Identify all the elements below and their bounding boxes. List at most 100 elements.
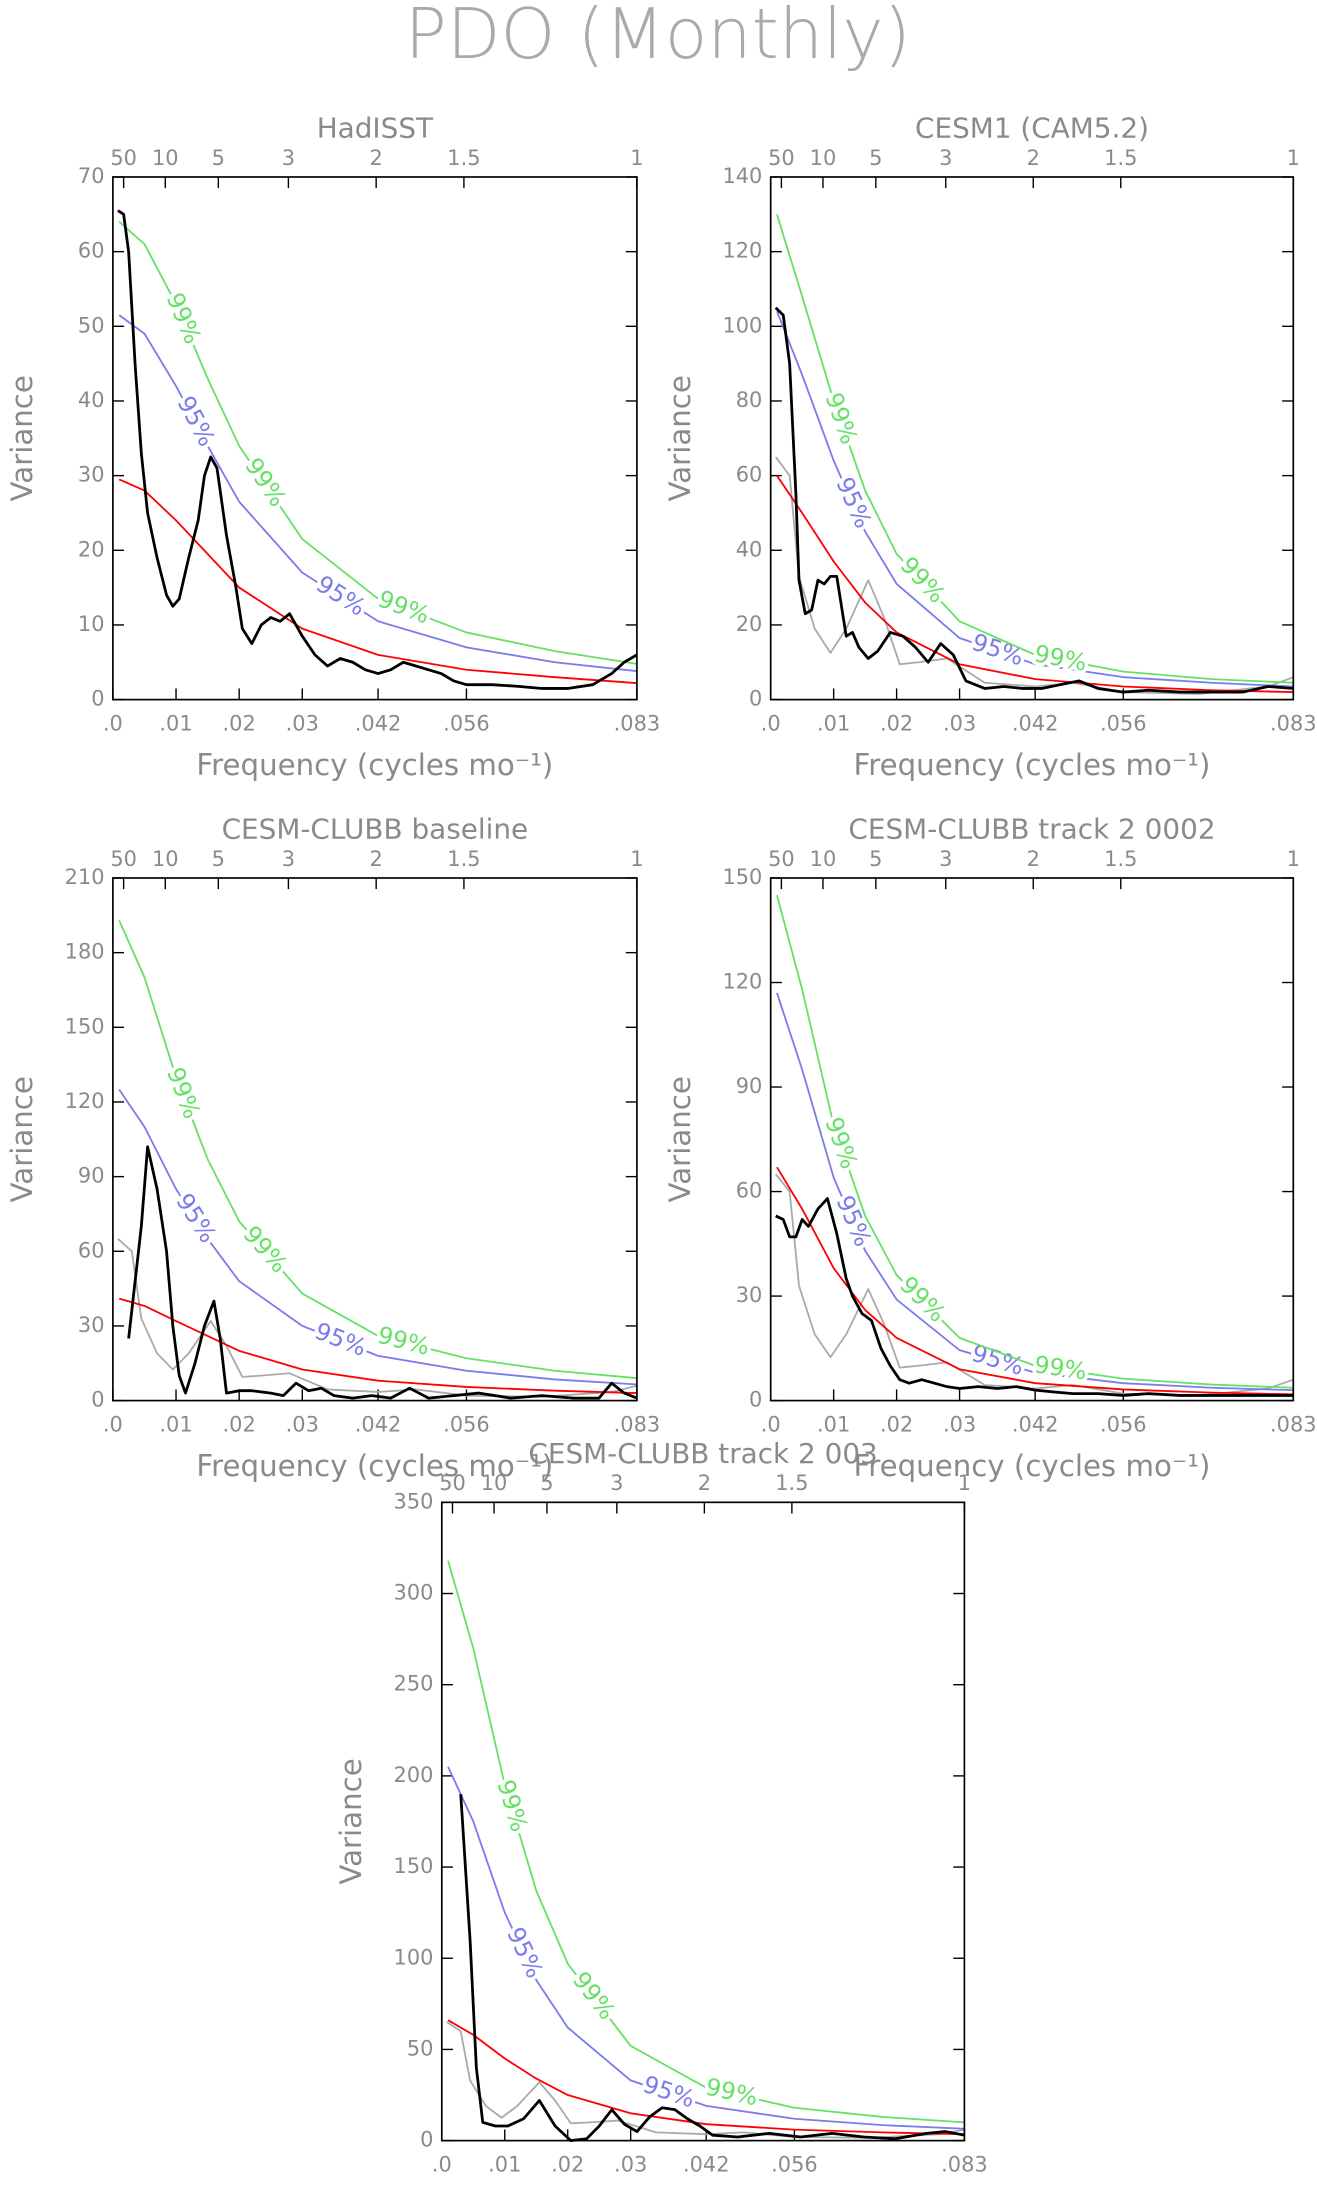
y-tick-label: 0 <box>749 1388 762 1412</box>
x-tick-label: .056 <box>1100 712 1147 736</box>
y-tick-label: 200 <box>394 1763 434 1787</box>
x-tick-label: .056 <box>771 2153 818 2177</box>
top-tick-label: 10 <box>810 146 837 170</box>
y-tick-label: 0 <box>749 687 762 711</box>
x-tick-label: .083 <box>614 1413 661 1437</box>
spectrum-line <box>118 919 637 1380</box>
significance-label: 95% <box>172 391 221 451</box>
top-tick-label: 1.5 <box>447 847 480 871</box>
x-tick-label: .083 <box>1270 1413 1317 1437</box>
x-tick-label: .03 <box>286 712 319 736</box>
significance-label: 95% <box>640 2070 699 2113</box>
panel-title: CESM-CLUBB track 2 003 <box>528 1437 877 1470</box>
x-tick-label: .02 <box>223 1413 256 1437</box>
y-tick-label: 90 <box>78 1164 105 1188</box>
y-tick-label: 50 <box>78 313 105 337</box>
plot-frame <box>440 1501 966 2142</box>
spectrum-line <box>776 214 1294 684</box>
spectrum-line <box>774 306 1294 694</box>
spectrum-line <box>776 475 1294 693</box>
y-tick-label: 120 <box>722 239 762 263</box>
x-tick-label: .03 <box>286 1413 319 1437</box>
top-tick-label: 1.5 <box>1104 847 1137 871</box>
panel-title: CESM1 (CAM5.2) <box>915 112 1149 145</box>
y-tick-label: 210 <box>65 865 105 889</box>
x-tick-label: .042 <box>355 712 402 736</box>
top-tick-label: 10 <box>152 146 179 170</box>
top-tick-label: 5 <box>212 847 225 871</box>
y-tick-label: 60 <box>78 239 105 263</box>
x-tick-label: .0 <box>432 2153 452 2177</box>
spectrum-line <box>776 1166 1294 1396</box>
top-tick-label: 2 <box>370 847 383 871</box>
spectrum-line <box>118 478 637 685</box>
significance-label: 95% <box>311 570 370 622</box>
x-tick-label: .0 <box>103 712 123 736</box>
y-tick-label: 60 <box>736 1179 763 1203</box>
top-tick-label: 1 <box>630 847 643 871</box>
y-tick-label: 20 <box>736 612 763 636</box>
x-tick-label: .02 <box>880 712 913 736</box>
spectrum-line <box>117 1238 638 1398</box>
y-tick-label: 250 <box>394 1672 434 1696</box>
spectrum-line <box>446 2021 965 2139</box>
top-tick-label: 1 <box>1287 847 1300 871</box>
significance-label: 99% <box>161 289 207 348</box>
top-tick-label: 2 <box>1027 146 1040 170</box>
spectrum-line <box>776 895 1294 1389</box>
top-tick-label: 1 <box>1287 146 1300 170</box>
plot-frame <box>769 877 1295 1402</box>
top-tick-label: 50 <box>768 146 795 170</box>
x-tick-label: .01 <box>817 712 850 736</box>
panel-title: CESM-CLUBB track 2 0002 <box>848 813 1215 846</box>
y-tick-label: 70 <box>78 164 105 188</box>
spectrum-line <box>127 1145 638 1400</box>
x-tick-label: .03 <box>614 2153 647 2177</box>
significance-label: 95% <box>311 1317 370 1362</box>
x-tick-label: .0 <box>761 1413 781 1437</box>
top-tick-label: 10 <box>152 847 179 871</box>
x-tick-label: .02 <box>880 1413 913 1437</box>
y-tick-label: 150 <box>65 1014 105 1038</box>
top-tick-label: 50 <box>110 847 137 871</box>
x-axis-label: Frequency (cycles mo⁻¹) <box>854 1449 1211 1483</box>
significance-label: 99% <box>375 1321 433 1361</box>
top-tick-label: 3 <box>939 847 952 871</box>
y-tick-label: 150 <box>722 865 762 889</box>
y-tick-label: 100 <box>722 313 762 337</box>
top-tick-label: 3 <box>282 146 295 170</box>
y-tick-label: 60 <box>78 1238 105 1262</box>
top-tick-label: 5 <box>540 1471 553 1495</box>
y-tick-label: 120 <box>65 1089 105 1113</box>
y-tick-label: 0 <box>420 2128 433 2152</box>
y-axis-label: Variance <box>334 1758 368 1884</box>
y-tick-label: 150 <box>394 1854 434 1878</box>
spectrum-line <box>775 1197 1294 1397</box>
significance-label: 95% <box>968 628 1027 672</box>
x-axis-label: Frequency (cycles mo⁻¹) <box>196 748 553 782</box>
top-tick-label: 10 <box>810 847 837 871</box>
spectrum-line <box>447 1766 965 2130</box>
y-tick-label: 180 <box>65 940 105 964</box>
top-tick-label: 50 <box>768 847 795 871</box>
y-tick-label: 30 <box>78 463 105 487</box>
x-tick-label: .0 <box>103 1413 123 1437</box>
plot-frame <box>769 176 1295 701</box>
y-axis-label: Variance <box>5 1076 39 1202</box>
spectrum-line <box>776 992 1294 1392</box>
significance-label: 99% <box>894 1271 951 1328</box>
x-tick-label: .01 <box>488 2153 521 2177</box>
x-tick-label: .0 <box>761 712 781 736</box>
x-tick-label: .083 <box>614 712 661 736</box>
spectrum-line <box>118 1089 637 1386</box>
top-tick-label: 3 <box>282 847 295 871</box>
y-tick-label: 90 <box>736 1074 763 1098</box>
y-tick-label: 300 <box>394 1581 434 1605</box>
significance-label: 99% <box>703 2073 761 2112</box>
x-axis-label: Frequency (cycles mo⁻¹) <box>196 1449 553 1483</box>
y-tick-label: 350 <box>394 1489 434 1513</box>
x-tick-label: .042 <box>683 2153 730 2177</box>
plot-frame <box>112 877 638 1402</box>
top-tick-label: 5 <box>869 146 882 170</box>
top-tick-label: 50 <box>110 146 137 170</box>
